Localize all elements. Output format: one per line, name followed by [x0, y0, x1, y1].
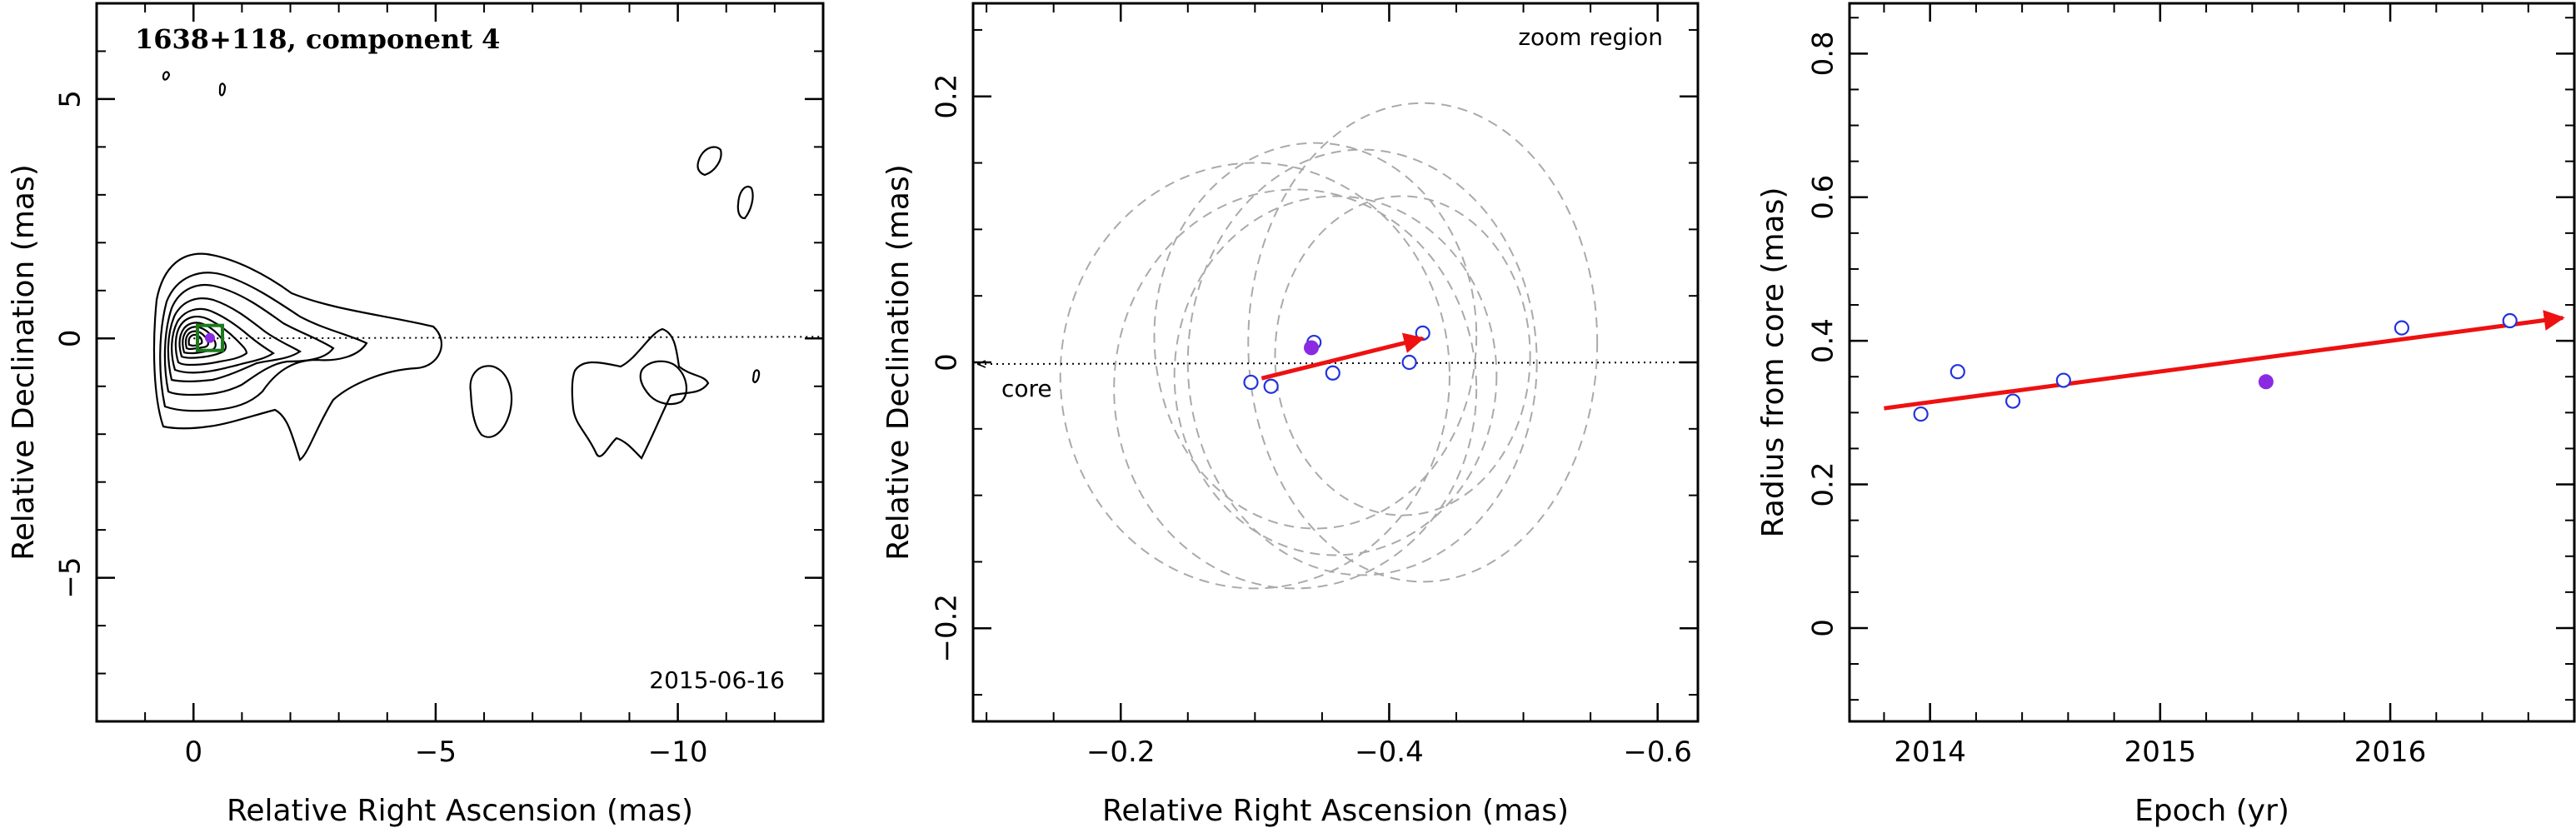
- error-ellipse: [1247, 102, 1599, 583]
- panel-zoom-region: −0.2 −0.4 −0.6 0.2 0 −0.2 zoom region core Re…: [881, 2, 1700, 828]
- error-ellipse: [1274, 195, 1531, 516]
- epoch-point: [1913, 406, 1929, 422]
- x-tick-label: 2016: [2354, 736, 2427, 769]
- contour-blob-g: [162, 71, 171, 81]
- component-box: [196, 323, 225, 352]
- error-ellipse: [1153, 142, 1478, 530]
- panel-radius-vs-epoch: 2014 2015 2016 0 0.2 0.4 0.6 0.8 Epoch (yr) Rad…: [1756, 2, 2576, 828]
- panel-1-ticks: 0 −5 −10 5 0 −5: [54, 2, 824, 769]
- contour-5: [171, 307, 275, 374]
- epoch-point-filled: [2258, 374, 2274, 390]
- panel-2-ticks: −0.2 −0.4 −0.6 0.2 0 −0.2: [931, 3, 1698, 769]
- x-tick-label: 2015: [2124, 736, 2197, 769]
- panel-1-ylabel: Relative Declination (mas): [7, 164, 41, 561]
- y-tick-label: 0: [54, 329, 87, 347]
- panel-3-ylabel: Radius from core (mas): [1756, 187, 1790, 538]
- contour-blob-e: [736, 185, 754, 220]
- position-point: [1401, 354, 1417, 371]
- epoch-points: [1913, 312, 2518, 422]
- position-point: [1243, 374, 1259, 391]
- fit-line: [1884, 310, 2565, 411]
- y-tick-label: 0.8: [1807, 31, 1840, 76]
- panel-1-frame: [95, 2, 825, 723]
- error-ellipse: [1186, 148, 1538, 576]
- error-ellipses: [1059, 102, 1599, 590]
- y-tick-label: 0.4: [1807, 318, 1840, 363]
- contour-4: [167, 297, 302, 382]
- y-tick-label: −0.2: [931, 594, 964, 663]
- x-tick-label: −0.6: [1623, 736, 1692, 769]
- panel-3-ticks: 2014 2015 2016 0 0.2 0.4 0.6 0.8: [1807, 3, 2574, 769]
- epoch-point: [1949, 364, 1965, 380]
- y-tick-label: 0.6: [1807, 175, 1840, 220]
- y-tick-label: 0: [1807, 619, 1840, 637]
- error-ellipse: [1059, 162, 1450, 590]
- jet-axis-line: [193, 336, 824, 340]
- contour-8: [182, 326, 217, 355]
- contour-outer: [152, 252, 442, 461]
- position-point: [1325, 365, 1340, 381]
- component-marker: [205, 332, 216, 343]
- contour-10: [187, 333, 203, 347]
- x-tick-label: −10: [648, 736, 708, 769]
- contour-lines: [152, 71, 761, 461]
- epoch-point: [2502, 312, 2518, 329]
- x-tick-label: −5: [415, 736, 457, 769]
- panel-1-title: 1638+118, component 4: [135, 23, 500, 55]
- x-tick-label: 0: [184, 736, 202, 769]
- contour-blob-b: [571, 327, 710, 460]
- y-tick-label: −5: [54, 557, 87, 599]
- position-point-filled: [1304, 340, 1319, 356]
- panel-3-xlabel: Epoch (yr): [2134, 794, 2289, 828]
- panel-2-xlabel: Relative Right Ascension (mas): [1102, 794, 1569, 828]
- x-tick-label: 2014: [1894, 736, 1966, 769]
- contour-6: [174, 316, 248, 367]
- error-ellipse: [1173, 195, 1498, 556]
- motion-vector: [1261, 332, 1425, 381]
- x-tick-label: −0.4: [1355, 736, 1424, 769]
- zoom-note: zoom region: [1518, 23, 1663, 51]
- date-label: 2015-06-16: [649, 666, 785, 694]
- contour-blob-d: [696, 146, 722, 177]
- panel-1-xlabel: Relative Right Ascension (mas): [227, 794, 693, 828]
- contour-3: [163, 283, 335, 397]
- y-tick-label: 0: [931, 353, 964, 372]
- x-tick-label: −0.2: [1086, 736, 1156, 769]
- epoch-point: [2004, 393, 2021, 409]
- contour-blob-f: [751, 369, 761, 383]
- y-tick-label: 0.2: [931, 74, 964, 119]
- error-ellipse: [1113, 188, 1478, 590]
- contour-2: [159, 272, 368, 412]
- y-tick-label: 0.2: [1807, 462, 1840, 507]
- contour-blob-a: [469, 365, 513, 438]
- core-label: core: [1001, 375, 1052, 402]
- contour-blob-c: [639, 360, 688, 406]
- panel-2-ylabel: Relative Declination (mas): [881, 164, 916, 561]
- y-tick-label: 5: [54, 90, 87, 108]
- panel-3-frame: [1848, 2, 2576, 723]
- contour-blob-h: [218, 82, 227, 97]
- epoch-point: [2055, 372, 2071, 388]
- epoch-point: [2394, 320, 2409, 336]
- panel-2-frame: [971, 2, 1700, 723]
- position-point: [1263, 378, 1279, 394]
- core-axis-line: [978, 362, 1699, 364]
